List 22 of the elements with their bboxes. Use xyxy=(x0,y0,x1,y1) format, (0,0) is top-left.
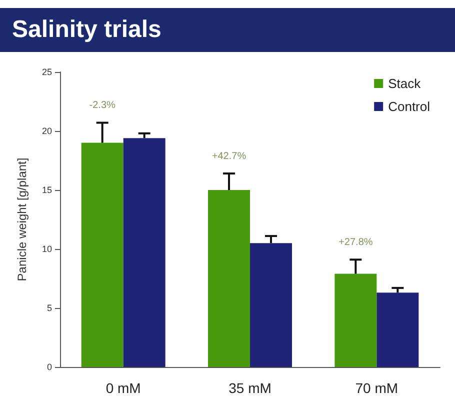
y-tick-label: 0 xyxy=(46,362,52,372)
bar xyxy=(334,274,377,367)
bar xyxy=(376,292,419,367)
y-tick-label: 20 xyxy=(42,126,52,136)
legend-label: Control xyxy=(388,99,430,114)
y-tick-label: 25 xyxy=(42,67,52,77)
chart-title: Salinity trials xyxy=(0,8,455,52)
bar xyxy=(81,142,124,367)
annotation: -2.3% xyxy=(89,100,116,112)
bar xyxy=(208,190,250,367)
annotation: +27.8% xyxy=(338,237,373,248)
x-tick-label: 35 mM xyxy=(228,380,272,396)
legend-label: Stack xyxy=(388,76,422,91)
y-axis-title: Panicle weight [g/plant] xyxy=(15,158,29,282)
y-tick-label: 10 xyxy=(42,244,52,254)
x-tick-label: 70 mM xyxy=(355,380,398,396)
x-tick-label: 0 mM xyxy=(106,380,141,396)
y-tick-label: 15 xyxy=(42,185,52,195)
bar xyxy=(250,243,292,367)
y-tick-label: 5 xyxy=(46,303,52,313)
annotation: +42.7% xyxy=(212,150,246,162)
bar xyxy=(123,138,166,367)
